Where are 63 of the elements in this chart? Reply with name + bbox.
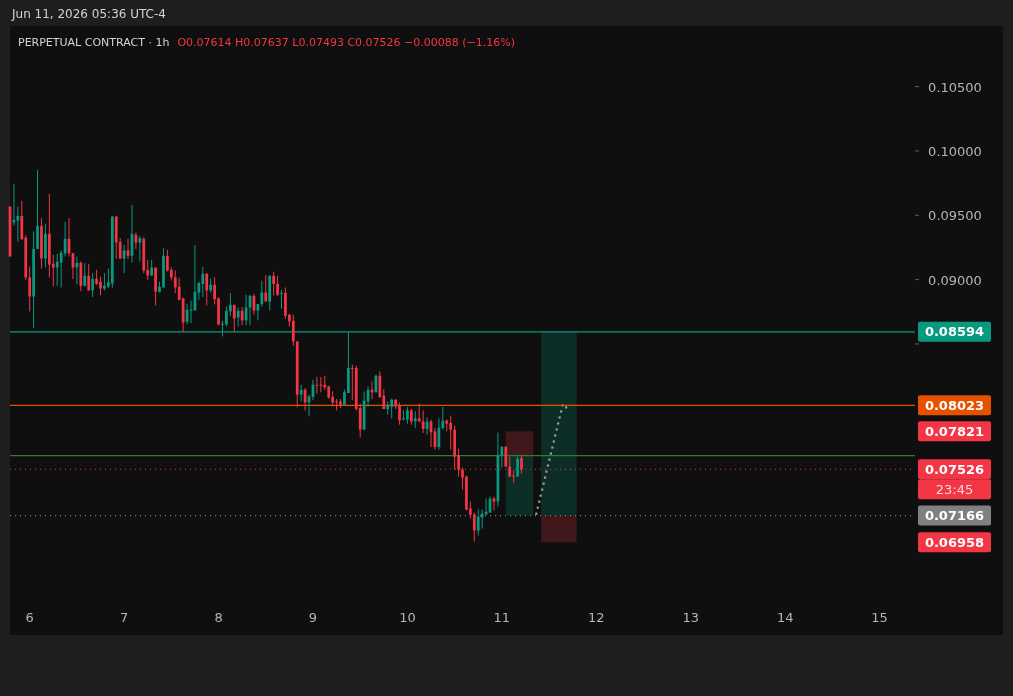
candlestick xyxy=(390,398,394,419)
x-tick-label: 14 xyxy=(776,610,794,625)
candlestick xyxy=(154,267,157,306)
candlestick xyxy=(272,271,276,296)
candlestick xyxy=(472,512,476,543)
x-tick-label: 9 xyxy=(308,610,318,625)
candlestick xyxy=(36,169,39,250)
x-tick-label: 8 xyxy=(214,610,223,625)
candlestick xyxy=(335,398,338,411)
candlestick xyxy=(228,292,232,317)
candlestick xyxy=(449,415,453,451)
candlestick xyxy=(276,275,279,297)
candlestick xyxy=(421,409,425,434)
candlestick xyxy=(91,272,95,298)
x-tick-label: 15 xyxy=(871,610,888,625)
candlestick xyxy=(291,314,295,347)
candlestick xyxy=(264,274,268,302)
candlestick xyxy=(99,276,102,296)
candlestick xyxy=(476,509,480,537)
text: Jun 11, 2026 05:36 UTC-4 xyxy=(11,7,166,21)
text: O0.07614 H0.07637 L0.07493 C0.07526 −0.00088 (−1.16%) xyxy=(177,36,516,49)
candlestick xyxy=(87,263,91,292)
y-tick-label: 0.10000 xyxy=(928,143,982,159)
candlestick xyxy=(480,509,484,530)
candlestick xyxy=(55,253,59,287)
text: PERPETUAL CONTRACT · 1h xyxy=(18,36,170,49)
x-tick-label: 12 xyxy=(588,610,605,625)
candlestick xyxy=(166,249,169,273)
candlestick xyxy=(284,286,287,319)
x-tick-label: 11 xyxy=(493,610,511,625)
text: 0.06958 xyxy=(924,534,985,550)
candlestick xyxy=(240,306,244,326)
candlestick xyxy=(138,235,142,262)
ref-line-label: 0.07526 xyxy=(924,461,985,477)
candlestick xyxy=(146,259,150,281)
candlestick xyxy=(280,289,283,310)
candlestick xyxy=(508,456,512,478)
x-tick-label: 13 xyxy=(682,610,699,625)
text: 23:45 xyxy=(935,482,974,498)
candlestick xyxy=(417,403,421,423)
candlestick xyxy=(398,401,401,426)
x-tick-label: 10 xyxy=(399,610,416,625)
candlestick xyxy=(205,272,209,306)
ref-line-label: 0.08594 xyxy=(924,324,985,340)
candlestick xyxy=(201,266,205,298)
text: 0.07821 xyxy=(924,423,985,439)
x-tick-label: 6 xyxy=(25,610,34,625)
y-tick-label: 0.09000 xyxy=(928,272,982,288)
candlestick xyxy=(232,304,236,332)
candlestick xyxy=(260,280,264,308)
y-tick-label: 0.10500 xyxy=(928,79,982,95)
candlestick xyxy=(319,376,323,393)
candlestick xyxy=(79,260,83,292)
candlestick xyxy=(516,456,519,478)
candlestick xyxy=(236,306,240,327)
candlestick xyxy=(512,470,516,484)
candlestick xyxy=(225,306,228,327)
ref-line-label: 0.07166 xyxy=(924,508,985,524)
x-tick-label: 7 xyxy=(119,610,129,625)
ref-line-label: 0.08023 xyxy=(924,397,985,413)
candlestick xyxy=(28,265,32,312)
y-tick-label: 0.09500 xyxy=(928,208,982,224)
candlestick xyxy=(173,269,177,294)
